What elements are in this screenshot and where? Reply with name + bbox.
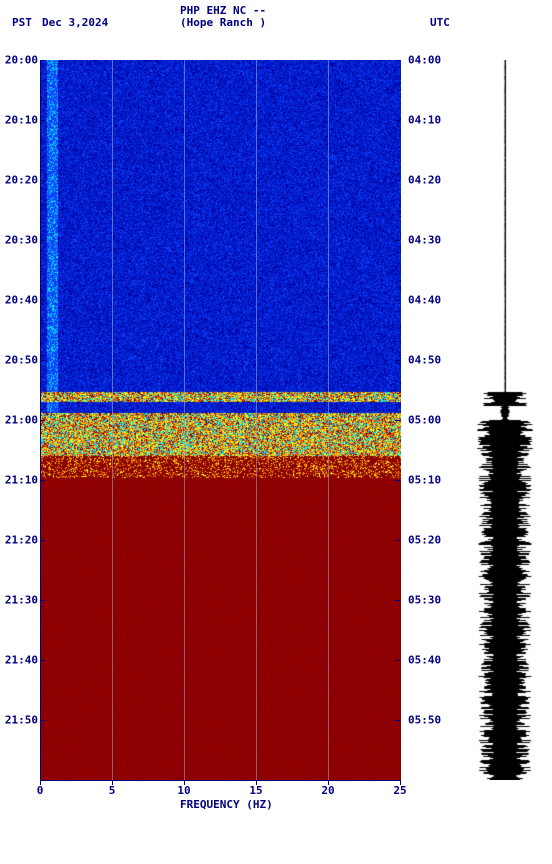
y-tick-left: 20:40 — [4, 294, 38, 307]
gridline — [328, 60, 329, 780]
tick-mark — [395, 420, 400, 421]
y-tick-left: 21:10 — [4, 474, 38, 487]
y-tick-left: 21:20 — [4, 534, 38, 547]
tick-mark — [40, 540, 45, 541]
spectrogram-plot — [40, 60, 401, 781]
x-tick: 5 — [109, 784, 116, 797]
tz-left-label: PST — [12, 16, 32, 29]
tick-mark — [40, 600, 45, 601]
y-tick-left: 21:50 — [4, 714, 38, 727]
x-tick: 10 — [177, 784, 190, 797]
tick-mark — [328, 780, 329, 785]
x-tick: 20 — [321, 784, 334, 797]
tick-mark — [40, 660, 45, 661]
y-tick-left: 20:30 — [4, 234, 38, 247]
y-tick-right: 04:50 — [408, 354, 441, 367]
tick-mark — [395, 660, 400, 661]
tick-mark — [395, 720, 400, 721]
tick-mark — [256, 780, 257, 785]
tick-mark — [112, 780, 113, 785]
tick-mark — [40, 120, 45, 121]
y-tick-right: 05:10 — [408, 474, 441, 487]
tick-mark — [40, 240, 45, 241]
tick-mark — [395, 480, 400, 481]
tick-mark — [40, 480, 45, 481]
tick-mark — [184, 780, 185, 785]
tick-mark — [395, 540, 400, 541]
tick-mark — [400, 780, 401, 785]
gridline — [112, 60, 113, 780]
tick-mark — [395, 600, 400, 601]
y-tick-right: 04:40 — [408, 294, 441, 307]
station-location: (Hope Ranch ) — [180, 16, 266, 29]
y-tick-right: 05:00 — [408, 414, 441, 427]
x-tick: 0 — [37, 784, 44, 797]
y-tick-right: 04:30 — [408, 234, 441, 247]
gridline — [184, 60, 185, 780]
tick-mark — [40, 300, 45, 301]
tick-mark — [40, 360, 45, 361]
spectrogram-page: PHP EHZ NC -- (Hope Ranch ) PST Dec 3,20… — [0, 0, 552, 864]
tick-mark — [395, 240, 400, 241]
y-tick-left: 21:40 — [4, 654, 38, 667]
x-tick: 25 — [393, 784, 406, 797]
y-tick-right: 05:20 — [408, 534, 441, 547]
tick-mark — [395, 120, 400, 121]
tick-mark — [40, 420, 45, 421]
y-tick-right: 05:40 — [408, 654, 441, 667]
y-tick-left: 21:00 — [4, 414, 38, 427]
spectrogram-canvas — [41, 60, 401, 780]
y-tick-right: 04:20 — [408, 174, 441, 187]
tick-mark — [40, 180, 45, 181]
tick-mark — [40, 60, 45, 61]
y-tick-left: 20:10 — [4, 114, 38, 127]
y-tick-right: 04:00 — [408, 54, 441, 67]
y-tick-left: 20:20 — [4, 174, 38, 187]
y-tick-left: 20:50 — [4, 354, 38, 367]
header: PHP EHZ NC -- (Hope Ranch ) PST Dec 3,20… — [0, 4, 552, 34]
y-tick-right: 04:10 — [408, 114, 441, 127]
x-tick: 15 — [249, 784, 262, 797]
y-tick-right: 05:50 — [408, 714, 441, 727]
tick-mark — [395, 360, 400, 361]
tick-mark — [40, 780, 41, 785]
y-tick-right: 05:30 — [408, 594, 441, 607]
tick-mark — [395, 60, 400, 61]
tz-right-label: UTC — [430, 16, 450, 29]
waveform-canvas — [460, 60, 550, 780]
tick-mark — [395, 180, 400, 181]
waveform-plot — [460, 60, 550, 780]
gridline — [256, 60, 257, 780]
date-label: Dec 3,2024 — [42, 16, 108, 29]
x-axis-label: FREQUENCY (HZ) — [180, 798, 273, 811]
y-tick-left: 21:30 — [4, 594, 38, 607]
y-tick-left: 20:00 — [4, 54, 38, 67]
tick-mark — [395, 300, 400, 301]
tick-mark — [40, 720, 45, 721]
